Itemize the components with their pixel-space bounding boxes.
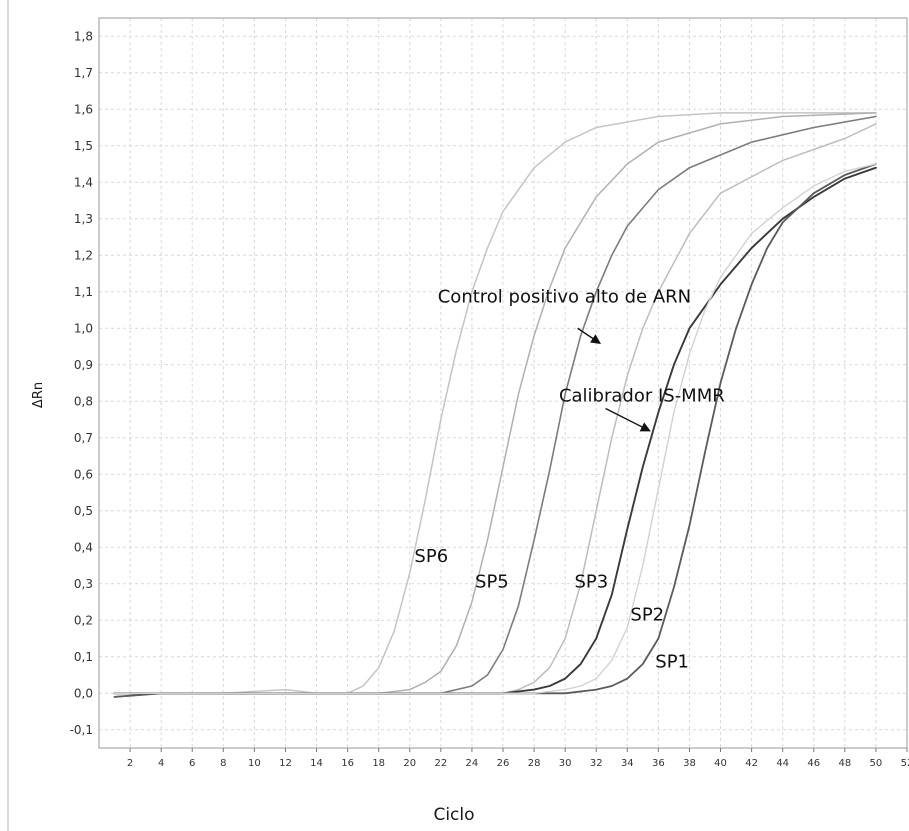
x-tick-label: 40 <box>714 758 727 769</box>
y-axis-ticks: -0,1 0,0 0,1 0,2 0,3 0,4 0,5 0,6 0,7 0,8 0,9 1,0 1,1… <box>70 29 93 737</box>
x-tick-label: 42 <box>745 758 758 769</box>
y-tick-label: 0,8 <box>74 394 93 408</box>
series-label-sp6: SP6 <box>414 546 448 567</box>
x-tick-label: 38 <box>683 758 696 769</box>
y-tick-label: 0,5 <box>74 504 93 518</box>
series-label-sp1: SP1 <box>655 652 689 673</box>
x-tick-label: 30 <box>559 758 572 769</box>
y-tick-label: 0,7 <box>74 431 93 445</box>
series-line-sp1 <box>113 163 877 698</box>
series-label-sp3: SP3 <box>574 571 608 592</box>
x-tick-label: 32 <box>590 758 603 769</box>
series-lines <box>113 112 877 698</box>
x-tick-label: 36 <box>652 758 665 769</box>
y-tick-label: 1,8 <box>74 29 93 43</box>
x-tick-label: 52 <box>901 758 909 769</box>
series-label-sp2: SP2 <box>630 604 664 625</box>
x-tick-label: 14 <box>310 758 323 769</box>
x-tick-label: 44 <box>776 758 789 769</box>
x-tick-label: 12 <box>279 758 292 769</box>
series-line-sp2 <box>113 166 877 695</box>
y-tick-label: 0,6 <box>74 467 93 481</box>
grid <box>99 18 908 748</box>
x-tick-label: 26 <box>497 758 510 769</box>
y-axis-title: ΔRn <box>31 382 46 408</box>
x-tick-label: 18 <box>372 758 385 769</box>
x-tick-label: 48 <box>838 758 851 769</box>
x-tick-label: 28 <box>528 758 541 769</box>
annotation-arrow <box>605 407 651 432</box>
annotation-text: Control positivo alto de ARN <box>438 287 691 308</box>
annotation-text: Calibrador IS-MMR <box>559 385 725 406</box>
y-tick-label: 0,0 <box>74 686 93 700</box>
x-tick-label: 16 <box>341 758 354 769</box>
x-tick-label: 2 <box>127 758 133 769</box>
x-tick-label: 6 <box>189 758 195 769</box>
series-label-sp5: SP5 <box>475 571 509 592</box>
x-tick-label: 10 <box>248 758 261 769</box>
x-axis-title: Ciclo <box>433 805 474 825</box>
y-tick-label: 1,3 <box>74 212 93 226</box>
y-tick-label: 0,1 <box>74 650 93 664</box>
x-tick-label: 46 <box>807 758 820 769</box>
y-tick-label: 1,1 <box>74 285 93 299</box>
y-tick-label: 1,2 <box>74 248 93 262</box>
y-tick-label: 1,5 <box>74 139 93 153</box>
annotations: Control positivo alto de ARN Calibrador I… <box>438 287 725 432</box>
y-tick-label: 0,9 <box>74 358 93 372</box>
series-line-unlabeled-6 <box>113 163 877 694</box>
y-tick-label: 0,4 <box>74 540 93 554</box>
y-tick-label: 1,7 <box>74 66 93 80</box>
x-tick-label: 20 <box>403 758 416 769</box>
x-tick-label: 34 <box>621 758 634 769</box>
x-tick-label: 8 <box>220 758 226 769</box>
y-tick-label: 0,2 <box>74 613 93 627</box>
series-labels: SP6 SP5 SP3 SP2 SP1 <box>414 546 689 673</box>
series-line-sp4 <box>113 115 877 698</box>
annotation-arrow <box>577 327 601 344</box>
x-tick-label: 24 <box>466 758 479 769</box>
y-tick-label: -0,1 <box>70 723 93 737</box>
x-tick-label: 4 <box>158 758 164 769</box>
x-tick-label: 50 <box>870 758 883 769</box>
y-tick-label: 1,0 <box>74 321 93 335</box>
x-tick-label: 22 <box>434 758 447 769</box>
series-line-sp6 <box>113 112 877 695</box>
x-axis-ticks: 2 4 6 8 10 12 14 16 18 20 22 24 26 28 30 32 34 36 38 40 42 44… <box>127 748 909 769</box>
series-line-sp5 <box>113 112 877 695</box>
series-line-sp3 <box>113 123 877 695</box>
y-tick-label: 1,4 <box>74 175 93 189</box>
y-tick-label: 0,3 <box>74 577 93 591</box>
y-tick-label: 1,6 <box>74 102 93 116</box>
